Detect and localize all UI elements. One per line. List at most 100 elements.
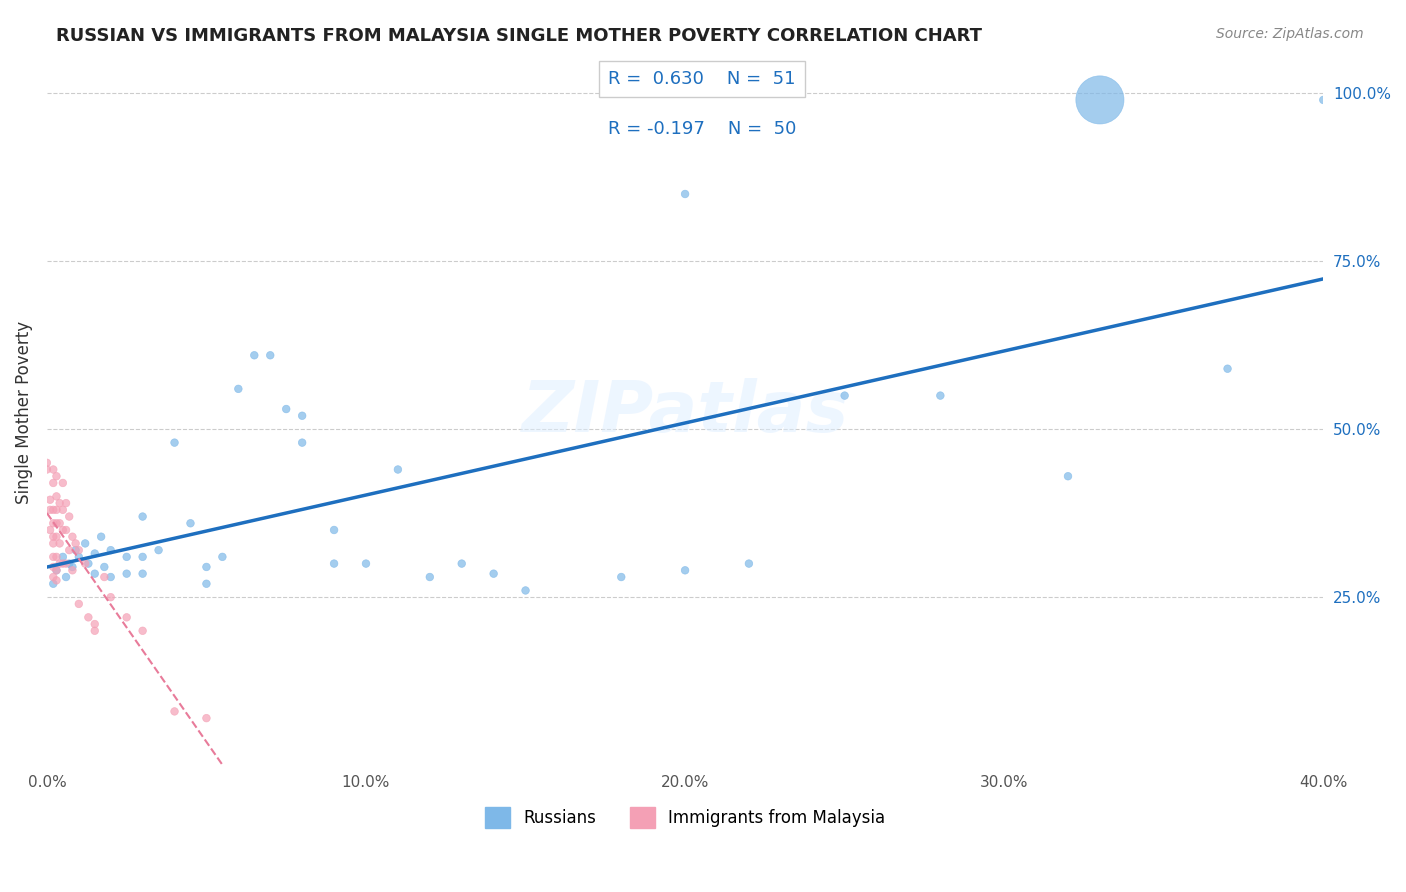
Legend: Russians, Immigrants from Malaysia: Russians, Immigrants from Malaysia (478, 801, 891, 834)
Point (131, 509, 153, 524)
Point (323, 557, 346, 571)
Point (75, 536, 97, 550)
Point (67, 549, 90, 564)
Point (323, 523, 346, 537)
Text: ZIPatlas: ZIPatlas (522, 378, 849, 447)
Point (52, 475, 75, 490)
Point (131, 566, 153, 581)
Point (75, 557, 97, 571)
Point (52, 503, 75, 517)
Point (100, 590, 122, 604)
Point (211, 549, 233, 564)
Point (450, 557, 472, 571)
Point (83, 617, 105, 632)
Point (42, 516, 65, 531)
Point (42, 576, 65, 591)
Point (929, 388, 952, 402)
Point (39, 492, 62, 507)
Point (35, 456, 58, 470)
Point (39, 523, 62, 537)
Point (673, 186, 696, 201)
Point (62, 560, 84, 574)
Point (45, 469, 67, 483)
Point (291, 435, 314, 450)
Point (42, 462, 65, 476)
Point (55, 570, 77, 584)
Point (52, 523, 75, 537)
Point (77, 610, 100, 624)
Point (243, 348, 266, 362)
Point (482, 566, 505, 581)
Point (131, 549, 153, 564)
Point (163, 435, 186, 450)
Point (93, 570, 115, 584)
Point (58, 557, 80, 571)
Point (738, 557, 761, 571)
Point (515, 583, 537, 598)
Text: R =  0.630    N =  51: R = 0.630 N = 51 (609, 70, 796, 88)
Point (58, 543, 80, 558)
Text: RUSSIAN VS IMMIGRANTS FROM MALAYSIA SINGLE MOTHER POVERTY CORRELATION CHART: RUSSIAN VS IMMIGRANTS FROM MALAYSIA SING… (56, 27, 983, 45)
Point (100, 570, 122, 584)
Text: R = -0.197    N =  50: R = -0.197 N = 50 (609, 120, 797, 137)
Point (673, 563, 696, 577)
Point (65, 536, 87, 550)
Point (45, 563, 67, 577)
Text: Source: ZipAtlas.com: Source: ZipAtlas.com (1216, 27, 1364, 41)
Point (62, 530, 84, 544)
Point (55, 496, 77, 510)
Point (42, 503, 65, 517)
Point (179, 516, 201, 531)
Point (48, 496, 70, 510)
Point (58, 509, 80, 524)
Point (42, 475, 65, 490)
Point (148, 543, 170, 558)
Point (67, 597, 90, 611)
Point (48, 557, 70, 571)
Point (131, 624, 153, 638)
Point (42, 536, 65, 550)
Point (195, 576, 218, 591)
Point (90, 530, 112, 544)
Point (163, 705, 186, 719)
Point (42, 570, 65, 584)
Point (83, 566, 105, 581)
Point (42, 560, 65, 574)
Y-axis label: Single Mother Poverty: Single Mother Poverty (15, 321, 32, 504)
Point (228, 382, 250, 396)
Point (834, 388, 856, 402)
Point (45, 574, 67, 588)
Point (45, 503, 67, 517)
Point (93, 560, 115, 574)
Point (48, 536, 70, 550)
Point (67, 543, 90, 558)
Point (83, 547, 105, 561)
Point (42, 549, 65, 564)
Point (55, 557, 77, 571)
Point (1312, 93, 1334, 107)
Point (1088, 93, 1111, 107)
Point (1057, 469, 1080, 483)
Point (42, 530, 65, 544)
Point (52, 557, 75, 571)
Point (115, 549, 138, 564)
Point (65, 543, 87, 558)
Point (45, 516, 67, 531)
Point (45, 549, 67, 564)
Point (45, 563, 67, 577)
Point (195, 560, 218, 574)
Point (195, 711, 218, 725)
Point (45, 530, 67, 544)
Point (45, 489, 67, 503)
Point (77, 557, 100, 571)
Point (115, 566, 138, 581)
Point (39, 503, 62, 517)
Point (100, 543, 122, 558)
Point (354, 557, 377, 571)
Point (259, 348, 281, 362)
Point (291, 409, 314, 423)
Point (387, 462, 409, 476)
Point (610, 570, 633, 584)
Point (419, 570, 441, 584)
Point (48, 516, 70, 531)
